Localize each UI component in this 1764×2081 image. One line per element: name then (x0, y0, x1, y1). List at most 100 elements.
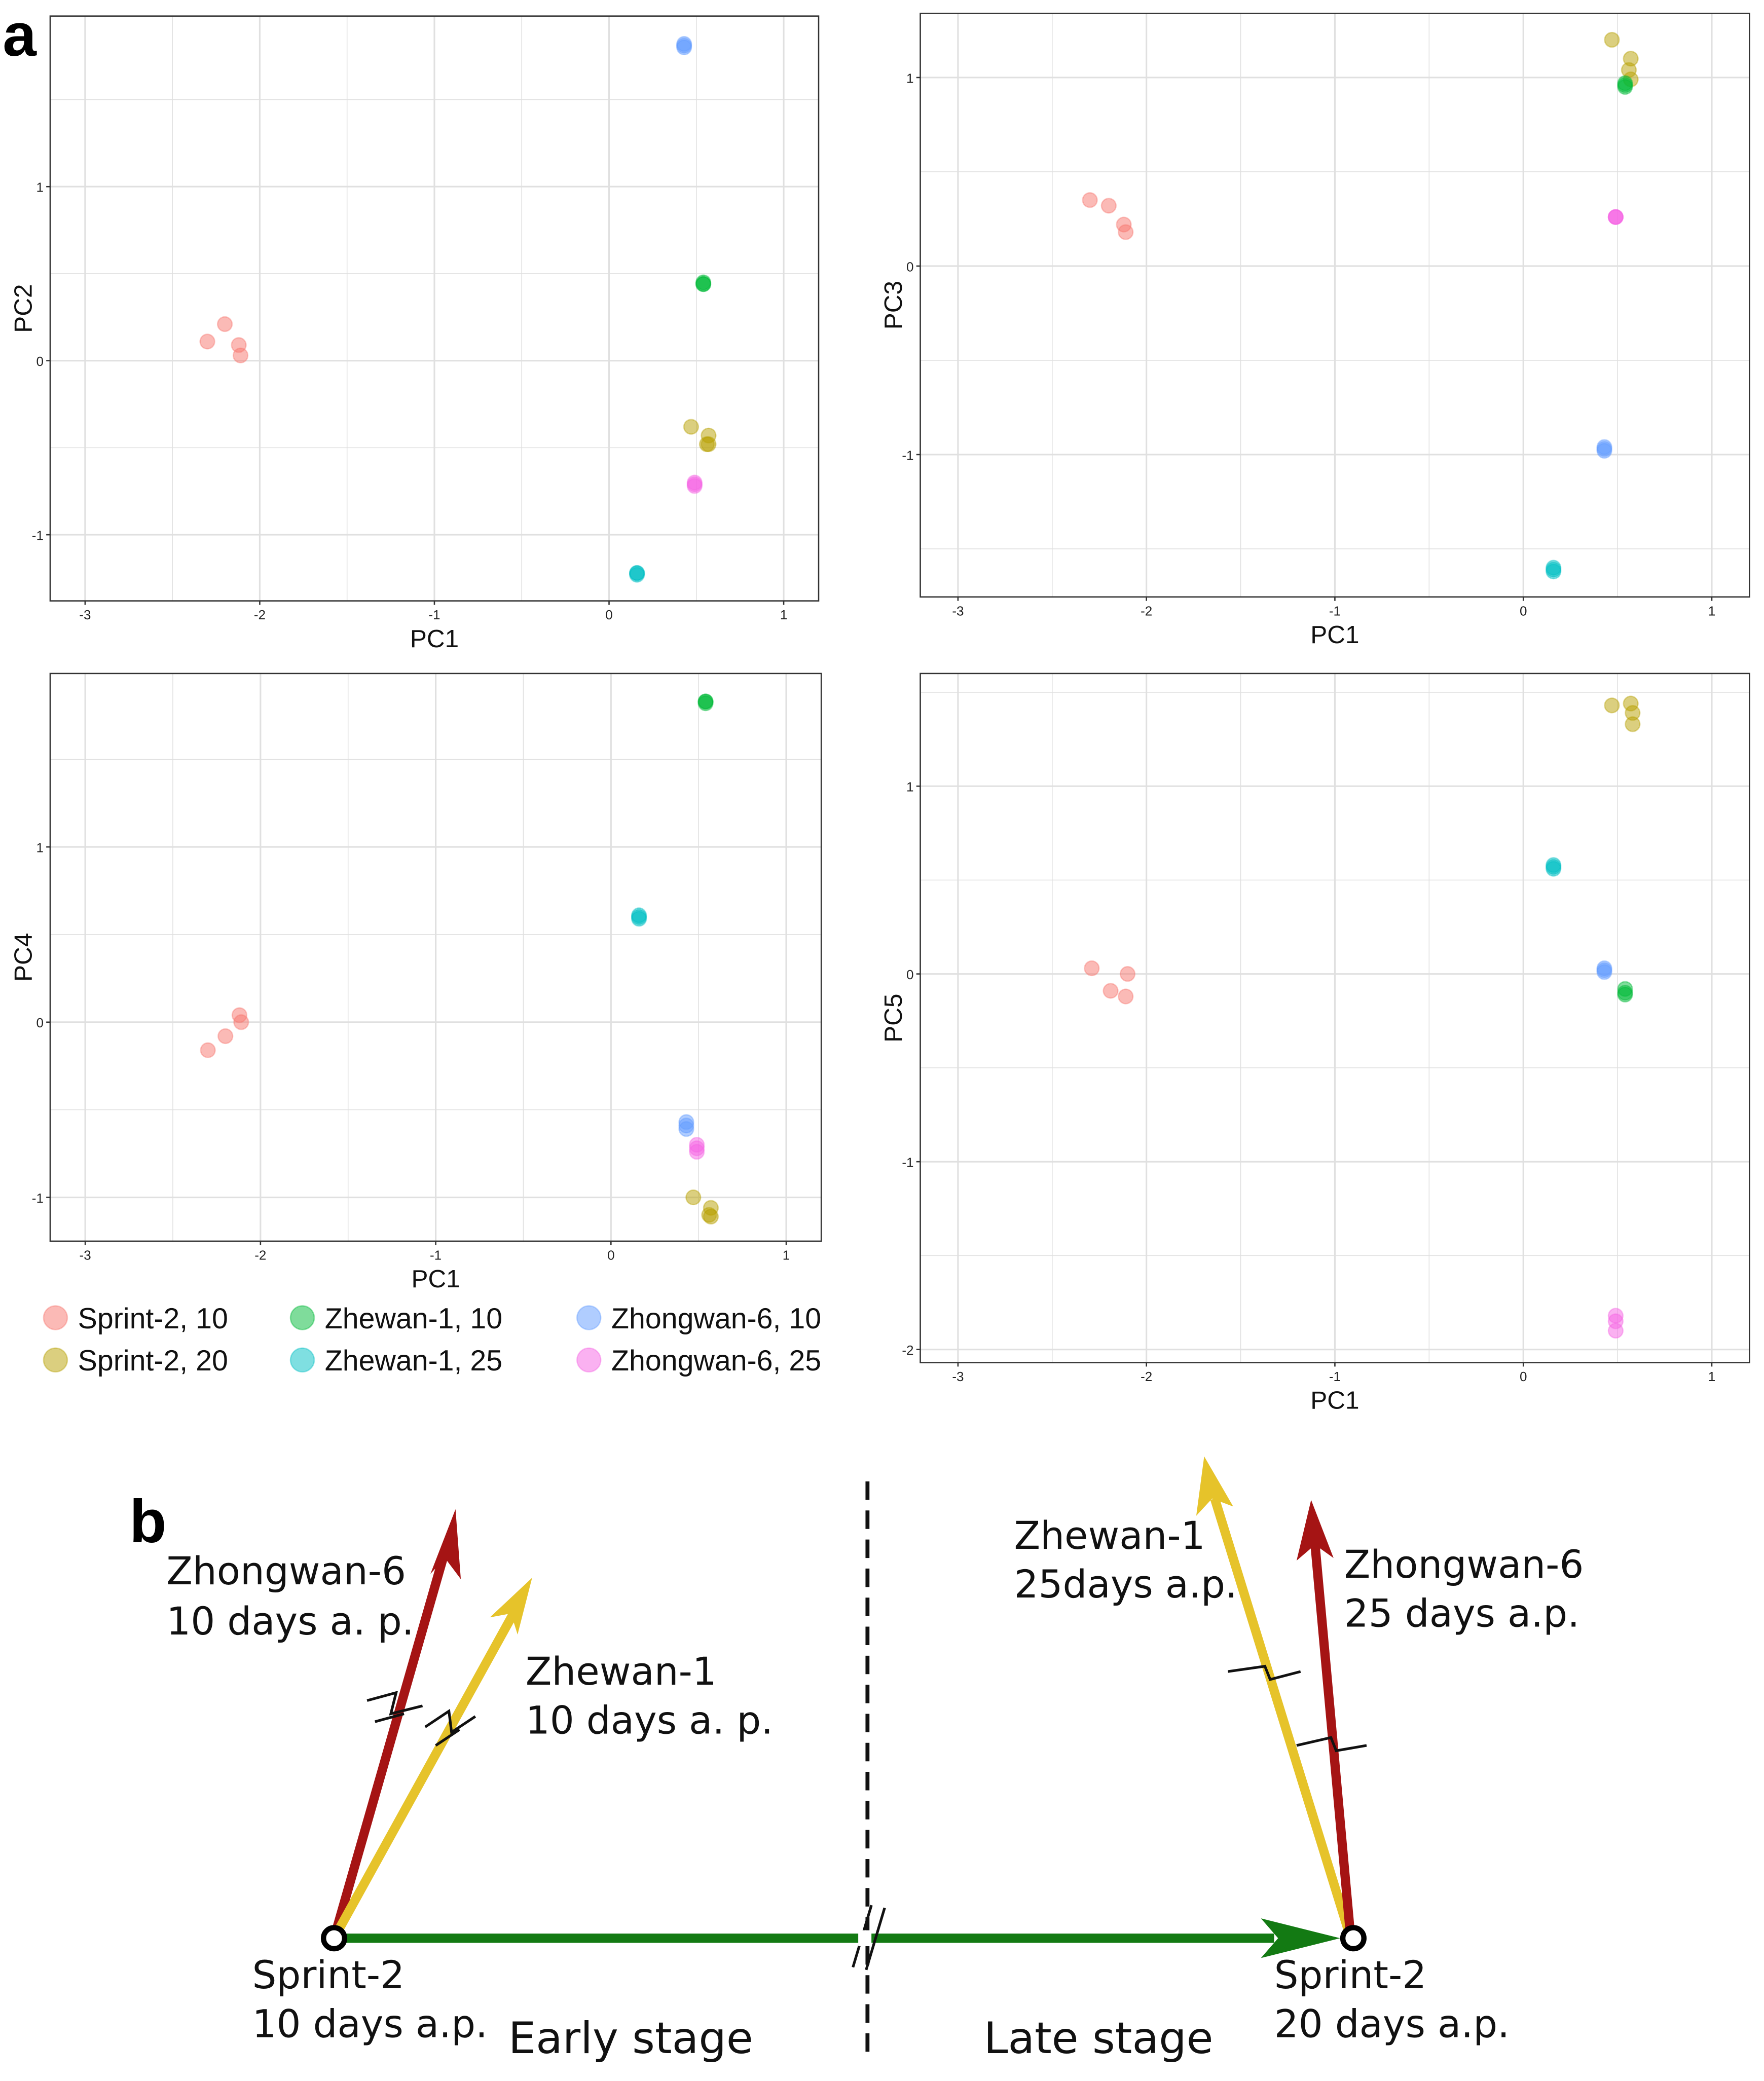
y-axis-title: PC3 (879, 281, 907, 329)
scatter-plot-pc3: -3 -2 -1 0 1 -1 0 1 PC1 PC3 (879, 13, 1750, 649)
pca-scatter-plots: -3 -2 -1 0 1 -1 0 1 PC1 PC2 -3 -2 -1 0 1 -1 0 1 PC1 PC3 -3 -2… (10, 13, 1750, 1415)
legend-key (576, 1305, 602, 1330)
data-point (1082, 192, 1098, 208)
yellow-arrow-zhewan10 (330, 1608, 519, 1941)
data-point (200, 1042, 216, 1058)
panel-b-diagram: b Zhongwan-6 10 days a. p. Zhewan-1 10 d… (129, 1456, 1584, 2064)
data-point (703, 1208, 719, 1225)
yellow-arrow-zhewan25 (1210, 1497, 1355, 1940)
label-sprint20-name: Sprint-2 (1274, 1953, 1427, 1997)
data-point (216, 316, 233, 332)
legend-key (289, 1347, 315, 1373)
label-zhongwan10-days: 10 days a. p. (166, 1599, 414, 1644)
x-tick-label: -2 (254, 1247, 266, 1262)
x-tick-label: -2 (1141, 603, 1152, 618)
x-tick-label: -3 (952, 1369, 964, 1384)
y-tick-label: -1 (32, 1191, 44, 1206)
label-zhongwan25-days: 25 days a.p. (1344, 1591, 1580, 1636)
break-mark-yellow-late (1228, 1664, 1301, 1681)
yellow-arrowhead (1196, 1456, 1233, 1516)
legend-key (289, 1305, 315, 1330)
label-zhewan25-days: 25days a.p. (1014, 1562, 1237, 1607)
data-point (1604, 31, 1620, 48)
sprint10-node (320, 1925, 348, 1952)
label-early-stage: Early stage (508, 2013, 753, 2064)
data-point (1617, 986, 1633, 1003)
y-tick-label: -2 (902, 1343, 913, 1358)
data-point (695, 274, 712, 290)
data-point (1084, 960, 1100, 977)
y-tick-label: 0 (906, 967, 913, 982)
x-axis-title: PC1 (1310, 1387, 1359, 1415)
x-tick-label: 0 (605, 607, 612, 622)
panel-label-a: a (3, 2, 37, 69)
scatter-plot-pc2: -3 -2 -1 0 1 -1 0 1 PC1 PC2 (10, 15, 820, 653)
y-tick-label: -1 (902, 448, 913, 463)
x-tick-label: -1 (428, 607, 440, 622)
legend-label: Sprint-2, 20 (78, 1345, 228, 1377)
data-point (676, 36, 692, 52)
data-point (1118, 224, 1134, 240)
data-point (629, 565, 645, 581)
x-tick-label: 1 (780, 607, 787, 622)
label-late-stage: Late stage (984, 2013, 1214, 2064)
data-point (631, 907, 647, 923)
x-axis-title: PC1 (411, 1265, 460, 1293)
legend: Sprint-2, 10 Sprint-2, 20 Zhewan-1, 10 Zhew… (43, 1303, 821, 1377)
label-zhewan10-name: Zhewan-1 (526, 1649, 717, 1694)
label-zhewan25-name: Zhewan-1 (1014, 1513, 1205, 1558)
x-tick-label: -2 (1141, 1369, 1152, 1384)
scatter-plot-pc5: -3 -2 -1 0 1 -2 -1 0 1 PC1 PC5 (879, 673, 1750, 1415)
data-point (1596, 962, 1612, 978)
x-axis-title: PC1 (410, 625, 459, 653)
green-arrowhead (1261, 1918, 1340, 1958)
x-tick-label: 0 (1520, 1369, 1527, 1384)
x-tick-label: 1 (1708, 1369, 1715, 1384)
y-axis-title: PC4 (10, 933, 38, 982)
x-tick-label: 0 (1520, 603, 1527, 618)
legend-label: Zhewan-1, 10 (325, 1303, 502, 1335)
data-point (701, 436, 717, 453)
x-tick-label: -3 (79, 607, 91, 622)
y-tick-label: -1 (902, 1155, 913, 1170)
break-mark-yellow (424, 1708, 476, 1747)
data-point (1546, 859, 1562, 875)
y-axis-title: PC2 (10, 284, 38, 333)
data-point (685, 1189, 702, 1206)
plot-border (49, 15, 820, 602)
data-point (1119, 966, 1136, 982)
label-zhongwan25-name: Zhongwan-6 (1344, 1542, 1584, 1587)
label-sprint20-days: 20 days a.p. (1274, 2002, 1510, 2047)
legend-label: Zhewan-1, 25 (325, 1345, 502, 1377)
data-point (1596, 441, 1612, 457)
y-tick-label: 1 (906, 779, 913, 795)
y-tick-label: 0 (906, 259, 913, 274)
legend-key (43, 1347, 68, 1373)
red-arrow-zhongwan10 (329, 1550, 450, 1940)
data-point (678, 1121, 694, 1137)
legend-key (43, 1305, 68, 1330)
x-axis-title: PC1 (1310, 621, 1359, 649)
x-tick-label: 1 (1708, 603, 1715, 618)
y-axis-title: PC5 (879, 994, 907, 1043)
y-tick-label: -1 (32, 528, 44, 543)
x-tick-label: -1 (1329, 603, 1341, 618)
break-mark-red (366, 1691, 423, 1723)
y-tick-label: 0 (36, 354, 43, 369)
y-tick-label: 1 (36, 180, 43, 195)
x-tick-label: -1 (430, 1247, 442, 1262)
data-point (1607, 1322, 1624, 1339)
data-point (1617, 75, 1633, 91)
label-zhewan10-days: 10 days a. p. (526, 1698, 774, 1743)
data-point (217, 1028, 234, 1045)
data-point (1100, 198, 1117, 214)
label-zhongwan10-name: Zhongwan-6 (166, 1549, 406, 1593)
label-sprint10-name: Sprint-2 (252, 1953, 405, 1997)
yellow-arrowhead (490, 1578, 532, 1635)
y-tick-label: 1 (906, 70, 913, 86)
x-tick-label: -3 (80, 1247, 91, 1262)
legend-key (576, 1347, 602, 1373)
legend-label: Zhongwan-6, 25 (611, 1345, 821, 1377)
data-point (199, 333, 215, 350)
data-point (233, 1014, 249, 1030)
